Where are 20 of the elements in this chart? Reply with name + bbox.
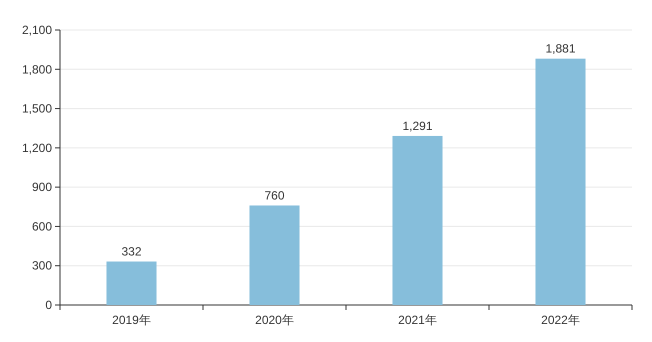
x-tick-label: 2019年 bbox=[112, 313, 151, 327]
x-tick-label: 2020年 bbox=[255, 313, 294, 327]
y-tick-label: 1,200 bbox=[22, 140, 52, 155]
data-label: 332 bbox=[121, 244, 142, 259]
y-tick-label: 300 bbox=[32, 258, 52, 273]
y-tick-label: 1,500 bbox=[22, 102, 52, 116]
x-tick-label: 2022年 bbox=[541, 313, 580, 327]
y-tick-label: 900 bbox=[32, 180, 52, 194]
data-label: 1,291 bbox=[402, 118, 433, 133]
bar bbox=[392, 136, 443, 305]
bar bbox=[249, 205, 300, 305]
data-label: 760 bbox=[264, 188, 285, 202]
bar bbox=[535, 58, 586, 305]
y-tick-label: 600 bbox=[32, 219, 52, 234]
y-tick-label: 1,800 bbox=[22, 62, 52, 76]
y-tick-label: 0 bbox=[45, 298, 52, 312]
bar bbox=[106, 262, 157, 305]
x-tick-label: 2021年 bbox=[398, 313, 437, 327]
data-label: 1,881 bbox=[545, 42, 576, 56]
y-tick-label: 2,100 bbox=[22, 23, 52, 37]
